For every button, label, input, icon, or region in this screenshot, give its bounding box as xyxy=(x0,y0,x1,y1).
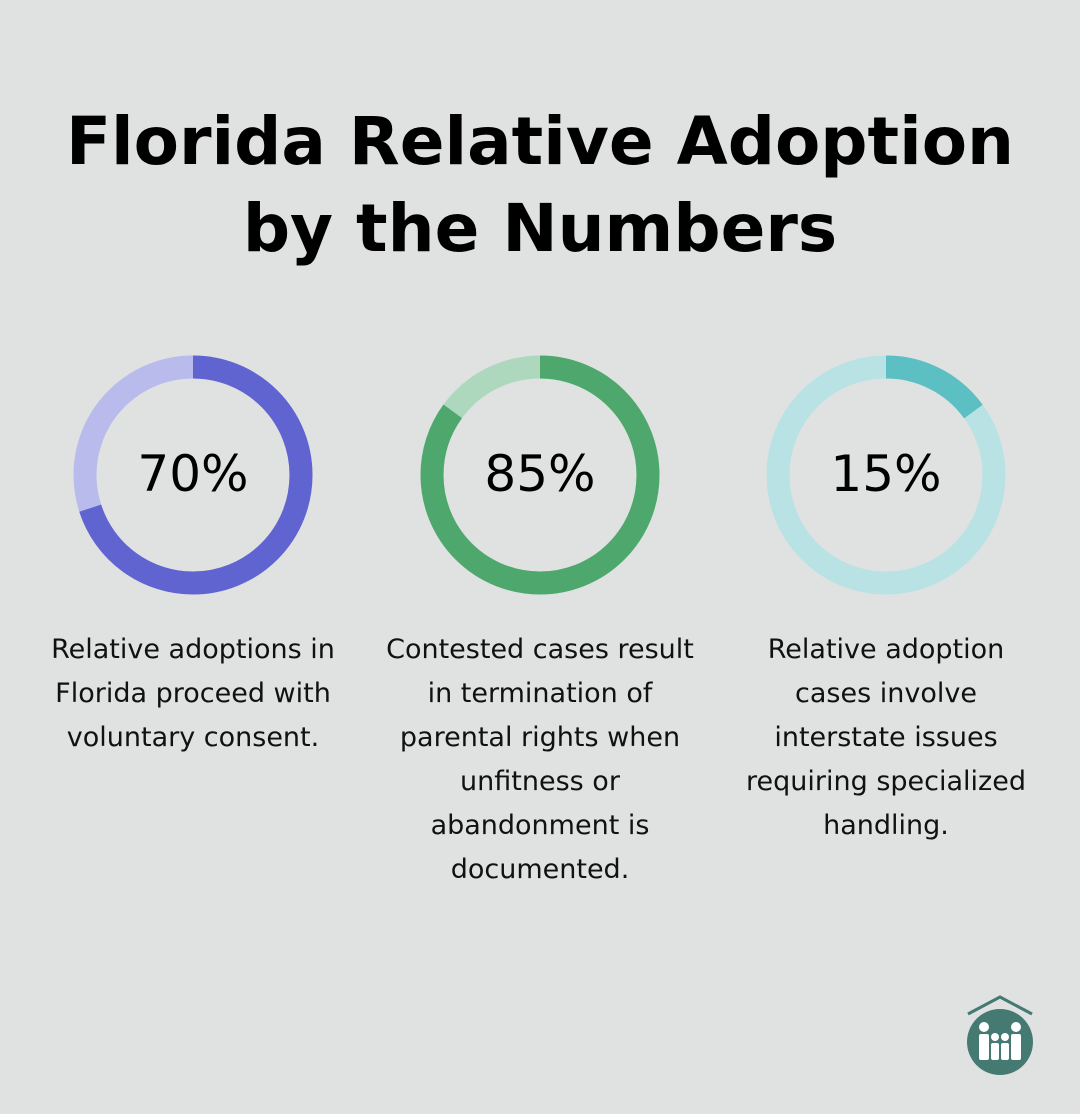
stat-value-1: 70% xyxy=(137,445,249,503)
donut-value-arc xyxy=(420,355,660,595)
donut-chart-3 xyxy=(766,355,1006,595)
page-title: Florida Relative Adoption by the Numbers xyxy=(0,98,1080,272)
house-family-icon xyxy=(967,995,1033,1075)
stat-value-2: 85% xyxy=(484,445,596,503)
stat-description-3: Relative adoption cases involve intersta… xyxy=(746,634,1026,841)
donut-value-arc xyxy=(766,355,1006,595)
title-line-2: by the Numbers xyxy=(242,190,838,267)
donut-value-arc xyxy=(73,355,313,595)
donut-chart-2 xyxy=(420,355,660,595)
stat-value-3: 15% xyxy=(830,445,942,503)
stat-description-1: Relative adoptions in Florida proceed wi… xyxy=(51,634,335,753)
title-line-1: Florida Relative Adoption xyxy=(65,103,1015,180)
donut-chart-1 xyxy=(73,355,313,595)
stat-description-2: Contested cases result in termination of… xyxy=(386,634,694,885)
